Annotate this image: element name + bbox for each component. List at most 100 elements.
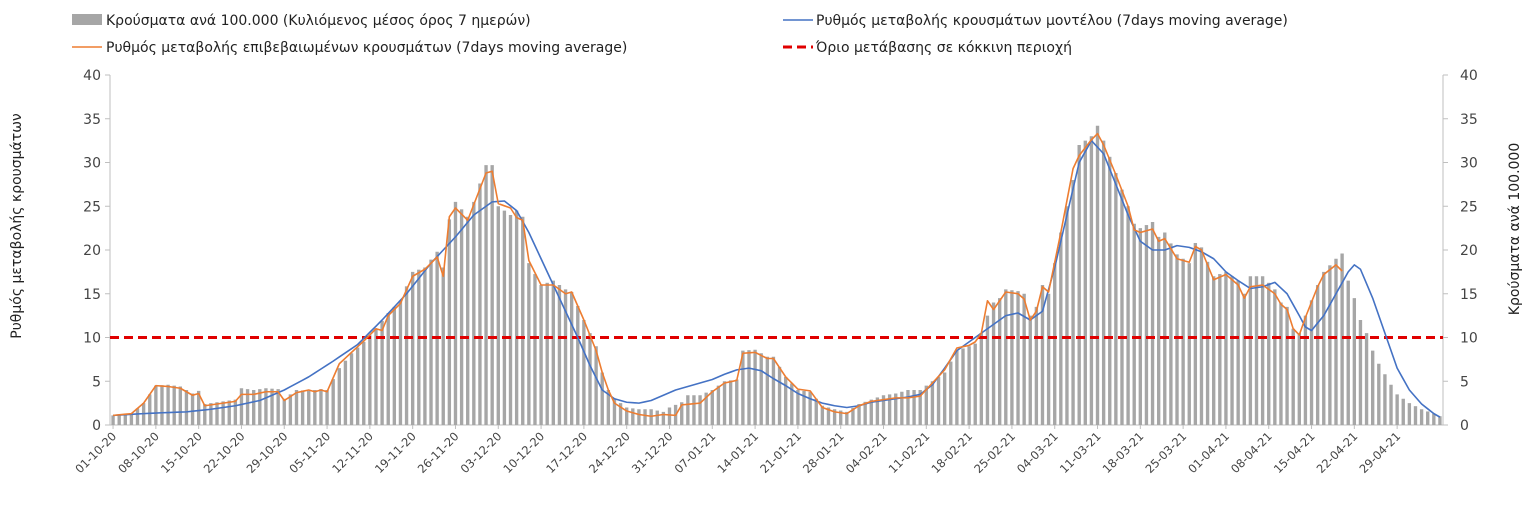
bar: [1248, 276, 1253, 425]
bar: [362, 341, 366, 425]
bar: [881, 395, 886, 425]
bar: [233, 399, 238, 425]
bar: [484, 165, 488, 425]
x-tick-label: 18-02-21: [928, 429, 975, 476]
y-tick-label-left: 20: [83, 243, 101, 259]
y-tick-label-left: 40: [83, 68, 101, 84]
legend-confirmed-label: Ρυθμός μεταβολής επιβεβαιωμένων κρουσμάτ…: [106, 40, 627, 56]
bar: [906, 390, 910, 425]
bar: [1352, 298, 1357, 425]
bar: [820, 405, 825, 425]
bar: [661, 411, 666, 425]
bar: [472, 201, 476, 425]
bar: [1401, 398, 1405, 425]
y-tick-label-right: 0: [1460, 418, 1469, 434]
bar: [863, 401, 867, 425]
bar: [887, 394, 892, 425]
bar: [1267, 282, 1271, 425]
bar: [343, 360, 348, 425]
y-tick-label-right: 25: [1460, 199, 1478, 215]
bar: [918, 390, 922, 425]
bar: [135, 408, 140, 425]
x-tick-label: 03-12-20: [458, 429, 505, 476]
bar: [184, 390, 189, 425]
bar: [1004, 289, 1008, 425]
x-tick-label: 15-10-20: [158, 429, 205, 476]
bar: [667, 407, 672, 425]
x-tick-label: 14-01-21: [714, 429, 761, 476]
bar: [1083, 140, 1087, 425]
x-tick-label: 04-03-21: [1014, 429, 1061, 476]
bar: [1144, 225, 1149, 425]
bar: [496, 206, 500, 425]
bar-series: [111, 125, 1442, 425]
bar: [949, 361, 953, 425]
y-tick-label-right: 15: [1460, 287, 1478, 303]
bar: [912, 390, 916, 425]
y-axis-left-title: Ρυθμός μεταβολής κρουσμάτων: [9, 113, 25, 339]
bar: [1181, 258, 1185, 425]
bar: [227, 400, 231, 425]
bar: [753, 349, 757, 425]
bar: [967, 346, 971, 425]
y-tick-label-right: 30: [1460, 156, 1478, 172]
bar: [502, 210, 507, 425]
x-tick-label: 29-04-21: [1356, 429, 1403, 476]
bar: [594, 346, 598, 425]
bar: [1407, 403, 1412, 425]
bar: [1346, 280, 1350, 425]
bar: [1212, 276, 1216, 425]
bar: [704, 392, 708, 425]
x-tick-label: 15-04-21: [1271, 429, 1318, 476]
bar: [392, 306, 397, 425]
bar: [410, 271, 415, 425]
bar: [508, 215, 513, 425]
bar: [545, 282, 549, 425]
bar: [869, 399, 873, 425]
bar: [728, 380, 733, 425]
bar: [1132, 223, 1136, 425]
bar: [1028, 315, 1032, 425]
x-tick-labels: 01-10-2008-10-2015-10-2022-10-2029-10-20…: [72, 425, 1403, 476]
bar: [459, 209, 464, 425]
bar: [349, 353, 354, 425]
bar: [1175, 254, 1179, 425]
bar: [1077, 145, 1081, 425]
bar: [680, 402, 684, 425]
bar: [514, 210, 519, 425]
bar: [1413, 406, 1418, 425]
bar: [802, 390, 806, 425]
bar: [747, 350, 751, 425]
bar: [643, 409, 647, 425]
bar: [1040, 285, 1045, 425]
y-tick-label-right: 10: [1460, 331, 1478, 347]
y-tick-label-left: 10: [83, 331, 101, 347]
bar: [649, 409, 653, 425]
bar: [845, 411, 849, 425]
x-tick-label: 17-12-20: [543, 429, 590, 476]
bar: [991, 302, 996, 425]
bar: [814, 398, 818, 425]
bar: [1303, 315, 1308, 425]
bar: [196, 390, 201, 425]
bar: [172, 385, 176, 425]
bar: [429, 259, 433, 425]
confirmed-rate-line: [112, 132, 1343, 418]
bar: [148, 394, 152, 425]
legend-bars-swatch: [72, 14, 102, 25]
x-tick-label: 05-11-20: [286, 429, 333, 476]
x-tick-label: 11-03-21: [1057, 429, 1104, 476]
bar: [447, 219, 452, 425]
bar: [1279, 302, 1283, 425]
legend-threshold-label: Όριο μετάβασης σε κόκκινη περιοχή: [815, 40, 1072, 56]
bar: [215, 402, 219, 425]
legend-bars-label: Κρούσματα ανά 100.000 (Κυλιόμενος μέσος …: [106, 13, 531, 29]
bar: [117, 414, 121, 425]
bar: [1340, 253, 1344, 425]
bar: [936, 376, 941, 425]
bar: [1059, 232, 1063, 425]
bar: [1089, 136, 1094, 425]
bar: [313, 390, 317, 425]
bar: [1395, 394, 1399, 425]
x-tick-label: 07-01-21: [672, 429, 719, 476]
